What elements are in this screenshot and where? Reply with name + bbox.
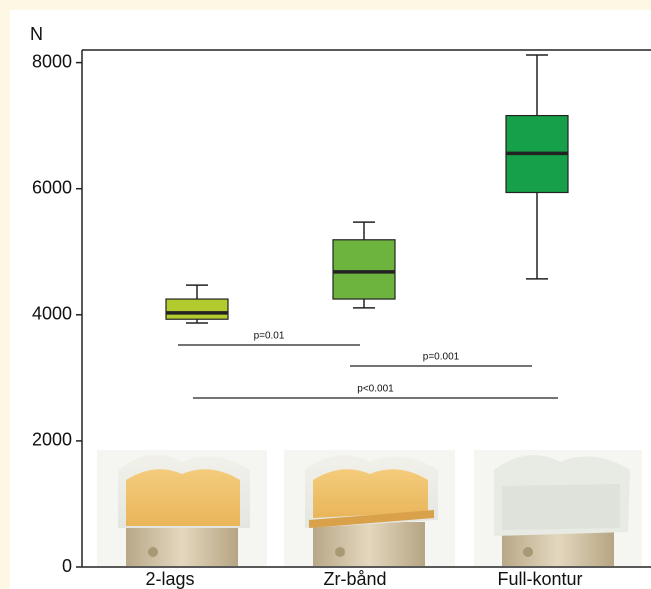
x-tick-label: Zr-bånd (323, 569, 386, 589)
x-tick-label: 2-lags (145, 569, 194, 589)
y-tick-label: 6000 (32, 177, 72, 197)
box (333, 240, 395, 299)
x-tick-label: Full-kontur (497, 569, 582, 589)
y-tick-label: 2000 (32, 430, 72, 450)
photo-zr-band (284, 450, 455, 566)
photo-full-kontur (474, 450, 642, 566)
y-axis-label: N (30, 24, 43, 44)
photo-2-lags (97, 450, 267, 566)
chart: N 0 2000 4000 6000 8000 2-lags Zr-bånd Full-kon… (0, 0, 651, 589)
y-tick-label: 8000 (32, 51, 72, 71)
y-tick-label: 0 (62, 556, 72, 576)
box (166, 299, 228, 319)
photos (97, 450, 642, 566)
significance-label: p=0.01 (254, 331, 285, 342)
significance-label: p=0.001 (423, 352, 460, 363)
y-tick-label: 4000 (32, 304, 72, 324)
significance-label: p<0.001 (357, 384, 394, 395)
